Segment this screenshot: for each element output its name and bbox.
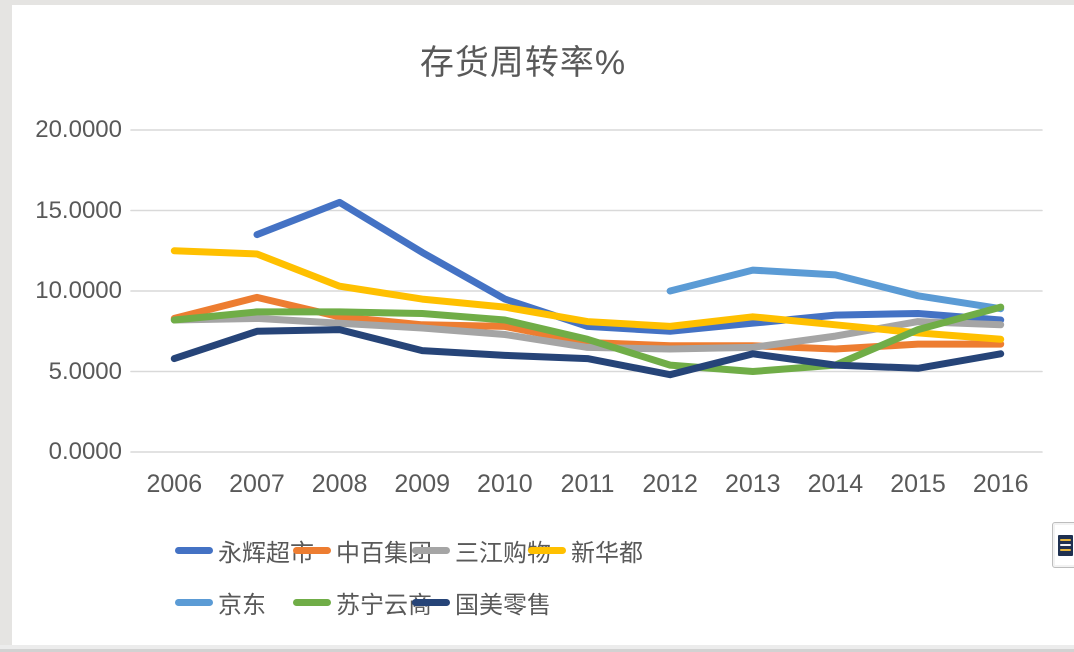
chart-title: 存货周转率% <box>419 44 627 82</box>
x-axis-label: 2014 <box>807 470 864 498</box>
legend-item[interactable]: 国美零售 <box>412 587 551 619</box>
chart-elements-icon <box>1058 534 1073 556</box>
legend-label: 京东 <box>218 592 266 619</box>
legend-swatch <box>293 547 331 554</box>
series-line-2[interactable] <box>170 314 1005 353</box>
legend-item[interactable]: 三江购物 <box>412 535 551 567</box>
legend-item[interactable]: 永辉超市 <box>175 535 314 567</box>
series-line-5[interactable] <box>170 303 1005 375</box>
legend-label: 国美零售 <box>455 592 551 619</box>
series-line-0[interactable] <box>253 198 1005 335</box>
legend-item[interactable]: 中百集团 <box>293 535 432 567</box>
series-line-6[interactable] <box>170 326 1005 379</box>
legend-item[interactable]: 新华都 <box>528 535 643 567</box>
chart-canvas: 存货周转率% 20.0000 15.0000 10.0000 5.0000 0.0000… <box>12 5 1074 645</box>
x-axis-label: 2006 <box>146 470 203 498</box>
y-axis-label: 10.0000 <box>35 277 122 304</box>
legend-swatch <box>412 599 450 606</box>
y-axis-label: 15.0000 <box>35 196 122 224</box>
y-axis-label: 20.0000 <box>35 116 122 143</box>
x-axis-label: 2015 <box>890 470 946 498</box>
x-axis-label: 2013 <box>724 470 781 498</box>
series-line-3[interactable] <box>170 247 1005 343</box>
y-axis-label: 0.0000 <box>48 438 122 465</box>
x-axis-label: 2012 <box>642 470 698 498</box>
x-axis-label: 2008 <box>311 470 368 498</box>
legend-item[interactable]: 京东 <box>175 587 293 619</box>
legend-item[interactable]: 苏宁云商 <box>293 587 432 619</box>
x-axis-label: 2009 <box>394 470 451 498</box>
window-bottom-edge <box>0 645 1074 652</box>
legend-swatch <box>412 547 450 554</box>
x-axis-label: 2016 <box>972 470 1029 498</box>
series-line-4[interactable] <box>666 266 1005 313</box>
legend-label: 新华都 <box>571 540 643 567</box>
x-axis-label: 2007 <box>229 470 285 498</box>
y-axis-label: 5.0000 <box>48 357 122 385</box>
legend-swatch <box>293 599 331 606</box>
legend-swatch <box>175 599 213 606</box>
legend-swatch <box>528 547 566 554</box>
chart-elements-button[interactable] <box>1052 522 1074 568</box>
plot-area <box>130 129 1043 453</box>
chart-legend: 永辉超市 中百集团 三江购物 新华都京东 苏宁云商 国美零售 <box>175 535 643 619</box>
x-axis-label: 2011 <box>560 470 615 498</box>
legend-swatch <box>175 547 213 554</box>
x-axis-label: 2010 <box>477 470 533 498</box>
